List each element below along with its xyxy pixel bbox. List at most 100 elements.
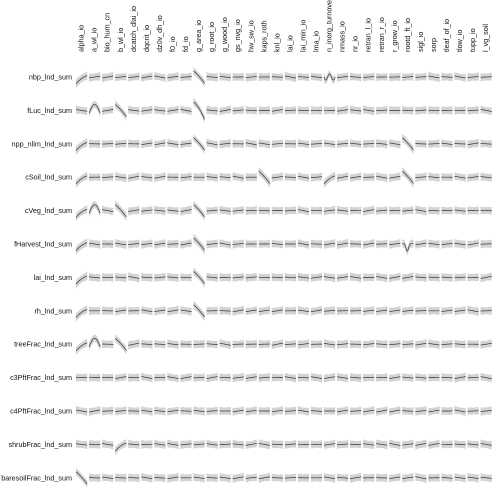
panel-treeFrac_lnd_sum-g_root_io bbox=[206, 339, 218, 349]
panel-npp_nlim_lnd_sum-lai_io bbox=[284, 139, 297, 149]
panel-nbp_lnd_sum-lai_io bbox=[284, 71, 297, 83]
mean-response-line bbox=[363, 143, 375, 145]
panel-cSoil_lnd_sum-kaps_roth bbox=[258, 167, 271, 188]
panel-shrubFrac_lnd_sum-nmass_io bbox=[336, 439, 349, 449]
panel-fHarvest_lnd_sum-lai_io bbox=[284, 240, 297, 248]
panel-fHarvest_lnd_sum-lai_min_io bbox=[297, 239, 310, 249]
panel-fHarvest_lnd_sum-tlow_io bbox=[454, 239, 466, 249]
panel-c3PftFrac_lnd_sum-sigl_io bbox=[415, 373, 427, 383]
uncertainty-band bbox=[76, 71, 88, 88]
panel-c3PftFrac_lnd_sum-dqcrit_io bbox=[141, 372, 153, 383]
panel-shrubFrac_lnd_sum-lma_io bbox=[310, 440, 323, 449]
mean-response-line bbox=[75, 175, 88, 185]
panel-cSoil_lnd_sum-tleaf_of_io bbox=[441, 173, 453, 182]
row-label-fLuc_lnd_sum: fLuc_lnd_sum bbox=[27, 106, 72, 115]
mean-response-line bbox=[180, 76, 192, 78]
panel-shrubFrac_lnd_sum-retran_l_io bbox=[363, 439, 375, 450]
mean-response-line bbox=[232, 443, 244, 446]
mean-response-line bbox=[297, 209, 310, 213]
mean-response-line bbox=[193, 376, 205, 379]
panel-baresoilFrac_lnd_sum-lai_min_io bbox=[297, 473, 310, 483]
mean-response-line bbox=[402, 309, 414, 312]
panel-cVeg_lnd_sum-a_wl_io bbox=[88, 201, 101, 218]
mean-response-line bbox=[102, 75, 114, 79]
mean-response-line bbox=[75, 275, 88, 285]
panel-shrubFrac_lnd_sum-f0_io bbox=[167, 439, 179, 450]
panel-c3PftFrac_lnd_sum-rootd_ft_io bbox=[402, 373, 414, 383]
mean-response-line bbox=[75, 208, 88, 218]
mean-response-line bbox=[336, 175, 349, 179]
panel-c4PftFrac_lnd_sum-fd_io bbox=[180, 406, 192, 416]
panel-rh_lnd_sum-nr_io bbox=[350, 306, 362, 315]
mean-response-line bbox=[415, 443, 427, 446]
row-label-lai_lnd_sum: lai_lnd_sum bbox=[34, 273, 72, 282]
panel-c3PftFrac_lnd_sum-tupp_io bbox=[467, 373, 479, 382]
panel-cVeg_lnd_sum-lai_io bbox=[284, 206, 297, 216]
panel-nbp_lnd_sum-tleaf_of_io bbox=[441, 72, 453, 82]
panel-c4PftFrac_lnd_sum-tleaf_of_io bbox=[441, 406, 453, 416]
row-label-nbp_lnd_sum: nbp_lnd_sum bbox=[29, 73, 72, 82]
panel-rh_lnd_sum-lai_io bbox=[284, 306, 296, 315]
mean-response-line bbox=[428, 176, 440, 179]
panel-baresoilFrac_lnd_sum-r_grow_io bbox=[389, 472, 401, 483]
panel-lai_lnd_sum-g_area_io bbox=[193, 267, 205, 288]
panel-npp_nlim_lnd_sum-n_inorg_turnover bbox=[323, 139, 336, 149]
panel-c3PftFrac_lnd_sum-lai_io bbox=[284, 372, 297, 383]
panel-fHarvest_lnd_sum-n_inorg_turnover bbox=[323, 238, 336, 250]
panel-baresoilFrac_lnd_sum-g_root_io bbox=[206, 473, 218, 483]
mean-response-line bbox=[206, 410, 218, 412]
panel-nbp_lnd_sum-sorp bbox=[428, 71, 440, 83]
mean-response-line bbox=[389, 276, 401, 279]
uncertainty-band bbox=[402, 133, 414, 155]
panel-rh_lnd_sum-retran_l_io bbox=[363, 306, 375, 316]
panel-treeFrac_lnd_sum-bio_hum_cn bbox=[102, 339, 114, 349]
column-label-dcatch_dlai_io: dcatch_dlai_io bbox=[129, 6, 138, 52]
panel-rh_lnd_sum-b_wl_io bbox=[115, 306, 127, 316]
panel-shrubFrac_lnd_sum-kaps_roth bbox=[258, 439, 270, 450]
column-label-dqcrit_io: dqcrit_io bbox=[142, 25, 151, 52]
mean-response-line bbox=[297, 109, 310, 112]
panel-fLuc_lnd_sum-bio_hum_cn bbox=[102, 105, 114, 116]
panel-treeFrac_lnd_sum-kaps_roth bbox=[258, 339, 270, 349]
panel-cSoil_lnd_sum-n_inorg_turnover bbox=[323, 171, 336, 189]
panel-rh_lnd_sum-tupp_io bbox=[467, 305, 479, 317]
panel-c3PftFrac_lnd_sum-retran_r_io bbox=[376, 373, 388, 382]
mean-response-line bbox=[114, 104, 127, 117]
mean-response-line bbox=[88, 204, 101, 214]
mean-response-line bbox=[193, 304, 205, 318]
column-label-retran_r_io: retran_r_io bbox=[377, 17, 386, 52]
panel-rh_lnd_sum-n_inorg_turnover bbox=[323, 306, 336, 316]
panel-npp_nlim_lnd_sum-retran_r_io bbox=[376, 139, 388, 149]
mean-response-line bbox=[415, 476, 427, 480]
mean-response-line bbox=[480, 342, 492, 346]
panel-c3PftFrac_lnd_sum-dcatch_dlai_io bbox=[128, 373, 140, 382]
mean-response-line bbox=[180, 376, 192, 379]
mean-response-line bbox=[271, 243, 283, 245]
panel-rh_lnd_sum-dqcrit_io bbox=[141, 305, 153, 316]
mean-response-line bbox=[206, 142, 218, 146]
panel-nbp_lnd_sum-l_vg_soil bbox=[480, 72, 492, 82]
panel-c4PftFrac_lnd_sum-alpha_io bbox=[75, 405, 88, 417]
mean-response-line bbox=[167, 276, 179, 279]
panel-fLuc_lnd_sum-tlow_io bbox=[454, 106, 466, 115]
mean-response-line bbox=[297, 343, 310, 346]
panel-npp_nlim_lnd_sum-sigl_io bbox=[415, 139, 427, 148]
panel-fLuc_lnd_sum-kaps_roth bbox=[258, 106, 270, 115]
mean-response-line bbox=[114, 442, 127, 452]
uncertainty-band bbox=[76, 238, 88, 255]
panel-rh_lnd_sum-alpha_io bbox=[75, 305, 88, 322]
mean-response-line bbox=[415, 76, 427, 78]
mean-response-line bbox=[167, 376, 179, 379]
column-label-hw_sw_io: hw_sw_io bbox=[246, 20, 255, 52]
panel-fHarvest_lnd_sum-l_vg_soil bbox=[480, 239, 492, 249]
panel-shrubFrac_lnd_sum-g_root_io bbox=[206, 439, 218, 449]
mean-response-line bbox=[323, 376, 336, 379]
panel-shrubFrac_lnd_sum-tupp_io bbox=[467, 440, 479, 449]
mean-response-line bbox=[75, 309, 88, 318]
uncertainty-band bbox=[258, 167, 270, 188]
panel-fHarvest_lnd_sum-fd_io bbox=[180, 239, 192, 249]
panel-treeFrac_lnd_sum-alpha_io bbox=[75, 338, 88, 355]
mean-response-line bbox=[154, 142, 166, 146]
uncertainty-band bbox=[193, 98, 205, 124]
mean-response-line bbox=[232, 243, 244, 245]
